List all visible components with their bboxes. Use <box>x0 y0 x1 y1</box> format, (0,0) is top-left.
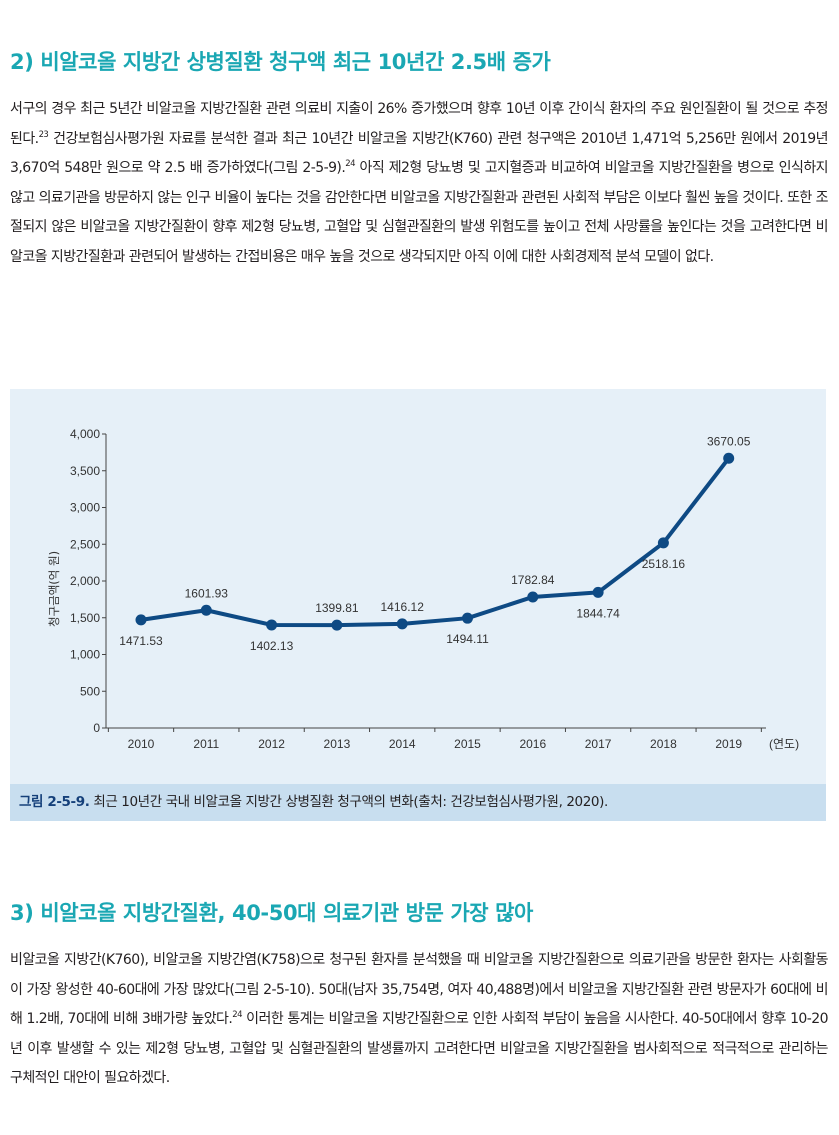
paragraph-text: 서구의 경우 최근 5년간 비알코올 지방간질환 관련 의료비 지출이 26% … <box>10 101 829 147</box>
reference-marker: 24 <box>232 1010 243 1021</box>
data-point <box>396 618 408 630</box>
section-2-heading: 2) 비알코올 지방간 상병질환 청구액 최근 10년간 2.5배 증가 <box>10 50 551 74</box>
series-line <box>139 456 731 628</box>
data-point <box>592 586 604 598</box>
y-tick-label: 1,500 <box>70 611 100 625</box>
data-point <box>266 619 278 631</box>
data-label: 1494.11 <box>446 632 489 646</box>
x-tick-label: 2017 <box>585 737 612 751</box>
data-point <box>135 614 147 626</box>
caption-text: 최근 10년간 국내 비알코올 지방간 상병질환 청구액의 변화(출처: 건강보… <box>89 794 608 810</box>
x-tick-label: 2015 <box>454 737 481 751</box>
data-label: 1601.93 <box>185 586 229 600</box>
x-tick-label: 2016 <box>519 737 546 751</box>
reference-marker: 24 <box>345 159 355 170</box>
paragraph-text: 이러한 통계는 비알코올 지방간질환으로 인한 사회적 부담이 높음을 시사한다… <box>10 1011 829 1087</box>
y-tick-label: 2,500 <box>70 537 100 551</box>
y-tick-label: 500 <box>80 684 100 698</box>
x-tick-label: 2013 <box>324 737 351 751</box>
x-tick-label: 2011 <box>193 737 219 751</box>
y-tick-label: 1,000 <box>70 648 100 662</box>
data-point <box>462 612 473 624</box>
data-point <box>527 591 539 603</box>
data-label: 3670.05 <box>707 434 751 448</box>
data-point <box>657 537 669 549</box>
data-label: 1844.74 <box>576 606 620 620</box>
data-label: 1782.84 <box>511 573 555 587</box>
data-point <box>200 604 212 616</box>
paragraph-text: 비알코올 지방간(K760), 비알코올 지방간염(K758)으로 청구된 환자… <box>10 952 829 1028</box>
x-axis-title: (연도) <box>769 737 799 751</box>
x-tick-label: 2019 <box>715 737 742 751</box>
y-tick-label: 4,000 <box>70 427 100 441</box>
y-tick-label: 0 <box>93 721 100 735</box>
figure-caption: 그림 2-5-9. 최근 10년간 국내 비알코올 지방간 상병질환 청구액의 … <box>10 784 826 821</box>
y-tick-label: 2,000 <box>70 574 100 588</box>
section-3-paragraph: 비알코올 지방간(K760), 비알코올 지방간염(K758)으로 청구된 환자… <box>10 946 829 1094</box>
x-tick-label: 2012 <box>258 737 285 751</box>
reference-marker: 23 <box>38 129 49 140</box>
paragraph-text: 아직 제2형 당뇨병 및 고지혈증과 비교하여 비알코올 지방간질환을 병으로 … <box>10 160 829 265</box>
y-tick-label: 3,500 <box>70 464 100 478</box>
x-tick-label: 2014 <box>389 737 416 751</box>
caption-label: 그림 2-5-9. <box>19 794 90 810</box>
x-tick-label: 2018 <box>650 737 677 751</box>
line-chart: 0 500 1,000 1,500 2,000 2,500 3,000 3,500 4,000 2… <box>47 427 799 751</box>
data-label: 1402.13 <box>250 639 294 653</box>
data-point <box>723 452 735 464</box>
figure-box: 0 500 1,000 1,500 2,000 2,500 3,000 3,500 4,000 2… <box>10 389 826 821</box>
data-label: 1399.81 <box>315 601 359 615</box>
y-tick-label: 3,000 <box>70 501 100 515</box>
data-label: 1416.12 <box>381 600 425 614</box>
data-point <box>331 619 343 631</box>
section-2-paragraph: 서구의 경우 최근 5년간 비알코올 지방간질환 관련 의료비 지출이 26% … <box>10 95 829 273</box>
paragraph-text: 건강보험심사평가원 자료를 분석한 결과 최근 10년간 비알코올 지방간(K7… <box>10 130 829 177</box>
section-3-heading: 3) 비알코올 지방간질환, 40-50대 의료기관 방문 가장 많아 <box>10 901 533 925</box>
data-label: 2518.16 <box>642 557 686 571</box>
y-axis-title: 청구금액(억 원) <box>47 551 61 627</box>
data-label: 1471.53 <box>119 634 163 648</box>
x-tick-label: 2010 <box>128 737 155 751</box>
